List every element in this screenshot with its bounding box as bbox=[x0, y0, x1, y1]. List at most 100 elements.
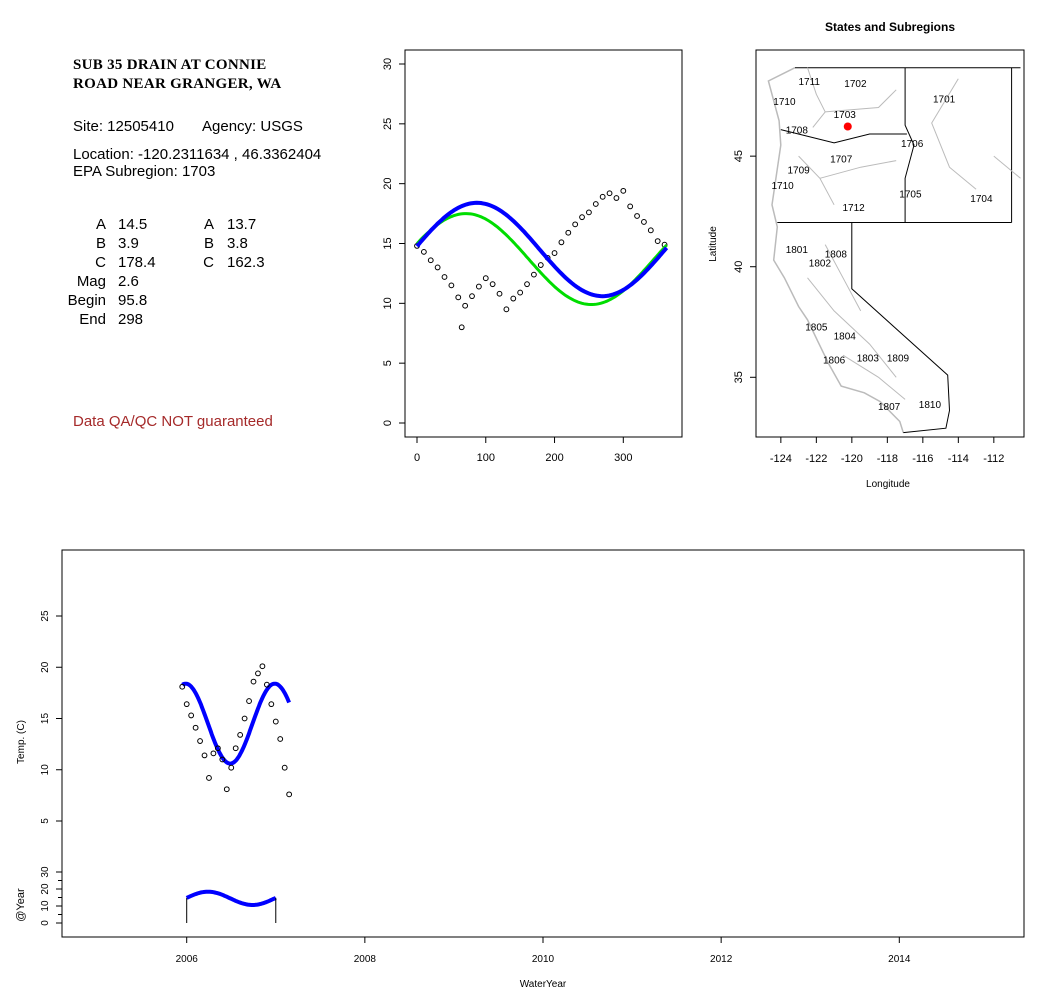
param-value: 14.5 bbox=[118, 216, 148, 233]
data-point bbox=[219, 756, 226, 763]
y-tick-label: 20 bbox=[382, 178, 394, 190]
subregion-label: 1707 bbox=[830, 154, 853, 165]
subregion-label: 1703 bbox=[834, 110, 857, 121]
y2-tick-label: 30 bbox=[40, 866, 51, 878]
param-labels-right: A B C bbox=[190, 215, 214, 272]
subregion-label: 1810 bbox=[919, 400, 942, 411]
subregion-label: 1806 bbox=[823, 356, 846, 367]
coastline bbox=[767, 67, 905, 433]
param-values-right: 13.7 3.8 162.3 bbox=[227, 215, 265, 272]
lon-tick-label: -118 bbox=[877, 453, 898, 465]
y-tick-label: 25 bbox=[382, 118, 394, 130]
subregion-label: 1706 bbox=[901, 139, 924, 150]
data-point bbox=[188, 712, 195, 719]
y-tick-label: 15 bbox=[382, 237, 394, 249]
subregion-label: 1710 bbox=[773, 97, 796, 108]
param-value: 162.3 bbox=[227, 254, 265, 271]
param-label: A bbox=[203, 216, 214, 233]
param-values-left: 14.5 3.9 178.4 2.6 95.8 298 bbox=[118, 215, 156, 329]
data-point bbox=[503, 306, 510, 313]
plot-frame bbox=[404, 49, 683, 438]
subregion-boundary bbox=[825, 89, 897, 113]
data-point bbox=[586, 209, 592, 216]
lat-tick-label: 40 bbox=[733, 261, 745, 273]
map-xlabel: Longitude bbox=[866, 479, 910, 490]
site-name-line2: ROAD NEAR GRANGER, WA bbox=[73, 76, 282, 92]
qa-disclaimer: Data QA/QC NOT guaranteed bbox=[73, 413, 273, 430]
data-point bbox=[627, 203, 634, 210]
data-point bbox=[441, 274, 448, 280]
data-point bbox=[427, 257, 434, 264]
data-point bbox=[524, 281, 530, 288]
data-point bbox=[606, 190, 613, 197]
data-point bbox=[613, 195, 620, 201]
subregion-boundary bbox=[798, 155, 835, 206]
data-point bbox=[206, 775, 212, 781]
param-label: Mag bbox=[76, 273, 106, 290]
param-label: C bbox=[203, 254, 214, 271]
lat-tick-label: 45 bbox=[733, 150, 745, 162]
data-point bbox=[551, 250, 558, 256]
subregion-boundary bbox=[993, 155, 1021, 179]
site-marker bbox=[843, 122, 852, 131]
annual-curve bbox=[185, 889, 277, 907]
subregion-label: 1805 bbox=[805, 322, 828, 333]
subregion-boundary bbox=[807, 277, 897, 378]
lon-tick-label: -122 bbox=[805, 453, 827, 465]
y-tick-label: 5 bbox=[40, 818, 51, 824]
data-point bbox=[455, 294, 462, 301]
x-tick-label: 200 bbox=[545, 452, 563, 464]
fit-line-green bbox=[415, 212, 668, 306]
subregion-label: 1807 bbox=[878, 402, 901, 413]
data-point bbox=[517, 289, 524, 296]
y-tick-label: 30 bbox=[382, 58, 394, 70]
data-point bbox=[537, 262, 544, 268]
subregion-label: 1704 bbox=[970, 194, 993, 205]
data-point bbox=[232, 745, 239, 752]
site-name: SUB 35 DRAIN AT CONNIE ROAD NEAR GRANGER… bbox=[73, 56, 282, 94]
subregion-label: 1801 bbox=[786, 245, 809, 256]
data-point bbox=[237, 732, 244, 738]
y-tick-label: 10 bbox=[40, 764, 51, 776]
subregion-label: 1701 bbox=[933, 95, 956, 106]
subregion-boundary bbox=[819, 160, 897, 179]
lon-tick-label: -114 bbox=[948, 453, 969, 465]
param-value: 3.8 bbox=[227, 235, 248, 252]
fit-line-blue bbox=[181, 681, 291, 766]
data-point bbox=[286, 791, 293, 798]
subregion-boundary bbox=[842, 354, 906, 400]
data-point bbox=[179, 683, 186, 690]
data-point bbox=[592, 201, 599, 207]
data-point bbox=[214, 745, 221, 752]
y-tick-label: 20 bbox=[40, 661, 51, 673]
data-point bbox=[255, 670, 261, 677]
data-point bbox=[210, 750, 217, 757]
lon-tick-label: -120 bbox=[841, 453, 863, 465]
subregion-map: States and Subregions -124 -122 -120 -118 -11… bbox=[708, 20, 1025, 490]
param-value: 178.4 bbox=[118, 254, 156, 271]
site-id: Site: 12505410 bbox=[73, 118, 174, 135]
x-tick-label: 0 bbox=[414, 452, 420, 464]
fit-line-blue bbox=[415, 200, 669, 299]
param-value: 2.6 bbox=[118, 273, 139, 290]
data-point bbox=[572, 221, 579, 228]
seasonal-chart: 0 100 200 300 0 5 10 15 20 25 30 bbox=[382, 49, 683, 464]
subregion-label: 1712 bbox=[842, 203, 865, 214]
data-point bbox=[496, 290, 503, 297]
subregion-label: 1710 bbox=[771, 181, 794, 192]
map-frame bbox=[755, 49, 1025, 438]
data-point bbox=[246, 698, 252, 704]
data-point bbox=[475, 283, 482, 290]
data-point bbox=[634, 213, 640, 219]
border-or-id bbox=[904, 67, 915, 223]
data-point bbox=[277, 736, 284, 742]
x-tick-label: 2012 bbox=[710, 954, 733, 965]
subregion-label: 1711 bbox=[798, 77, 820, 88]
data-point bbox=[241, 715, 248, 722]
map-ylabel: Latitude bbox=[708, 226, 719, 262]
x-tick-label: 300 bbox=[614, 452, 632, 464]
x-tick-label: 2010 bbox=[532, 954, 555, 965]
param-label: C bbox=[95, 254, 106, 271]
param-label: A bbox=[95, 216, 106, 233]
